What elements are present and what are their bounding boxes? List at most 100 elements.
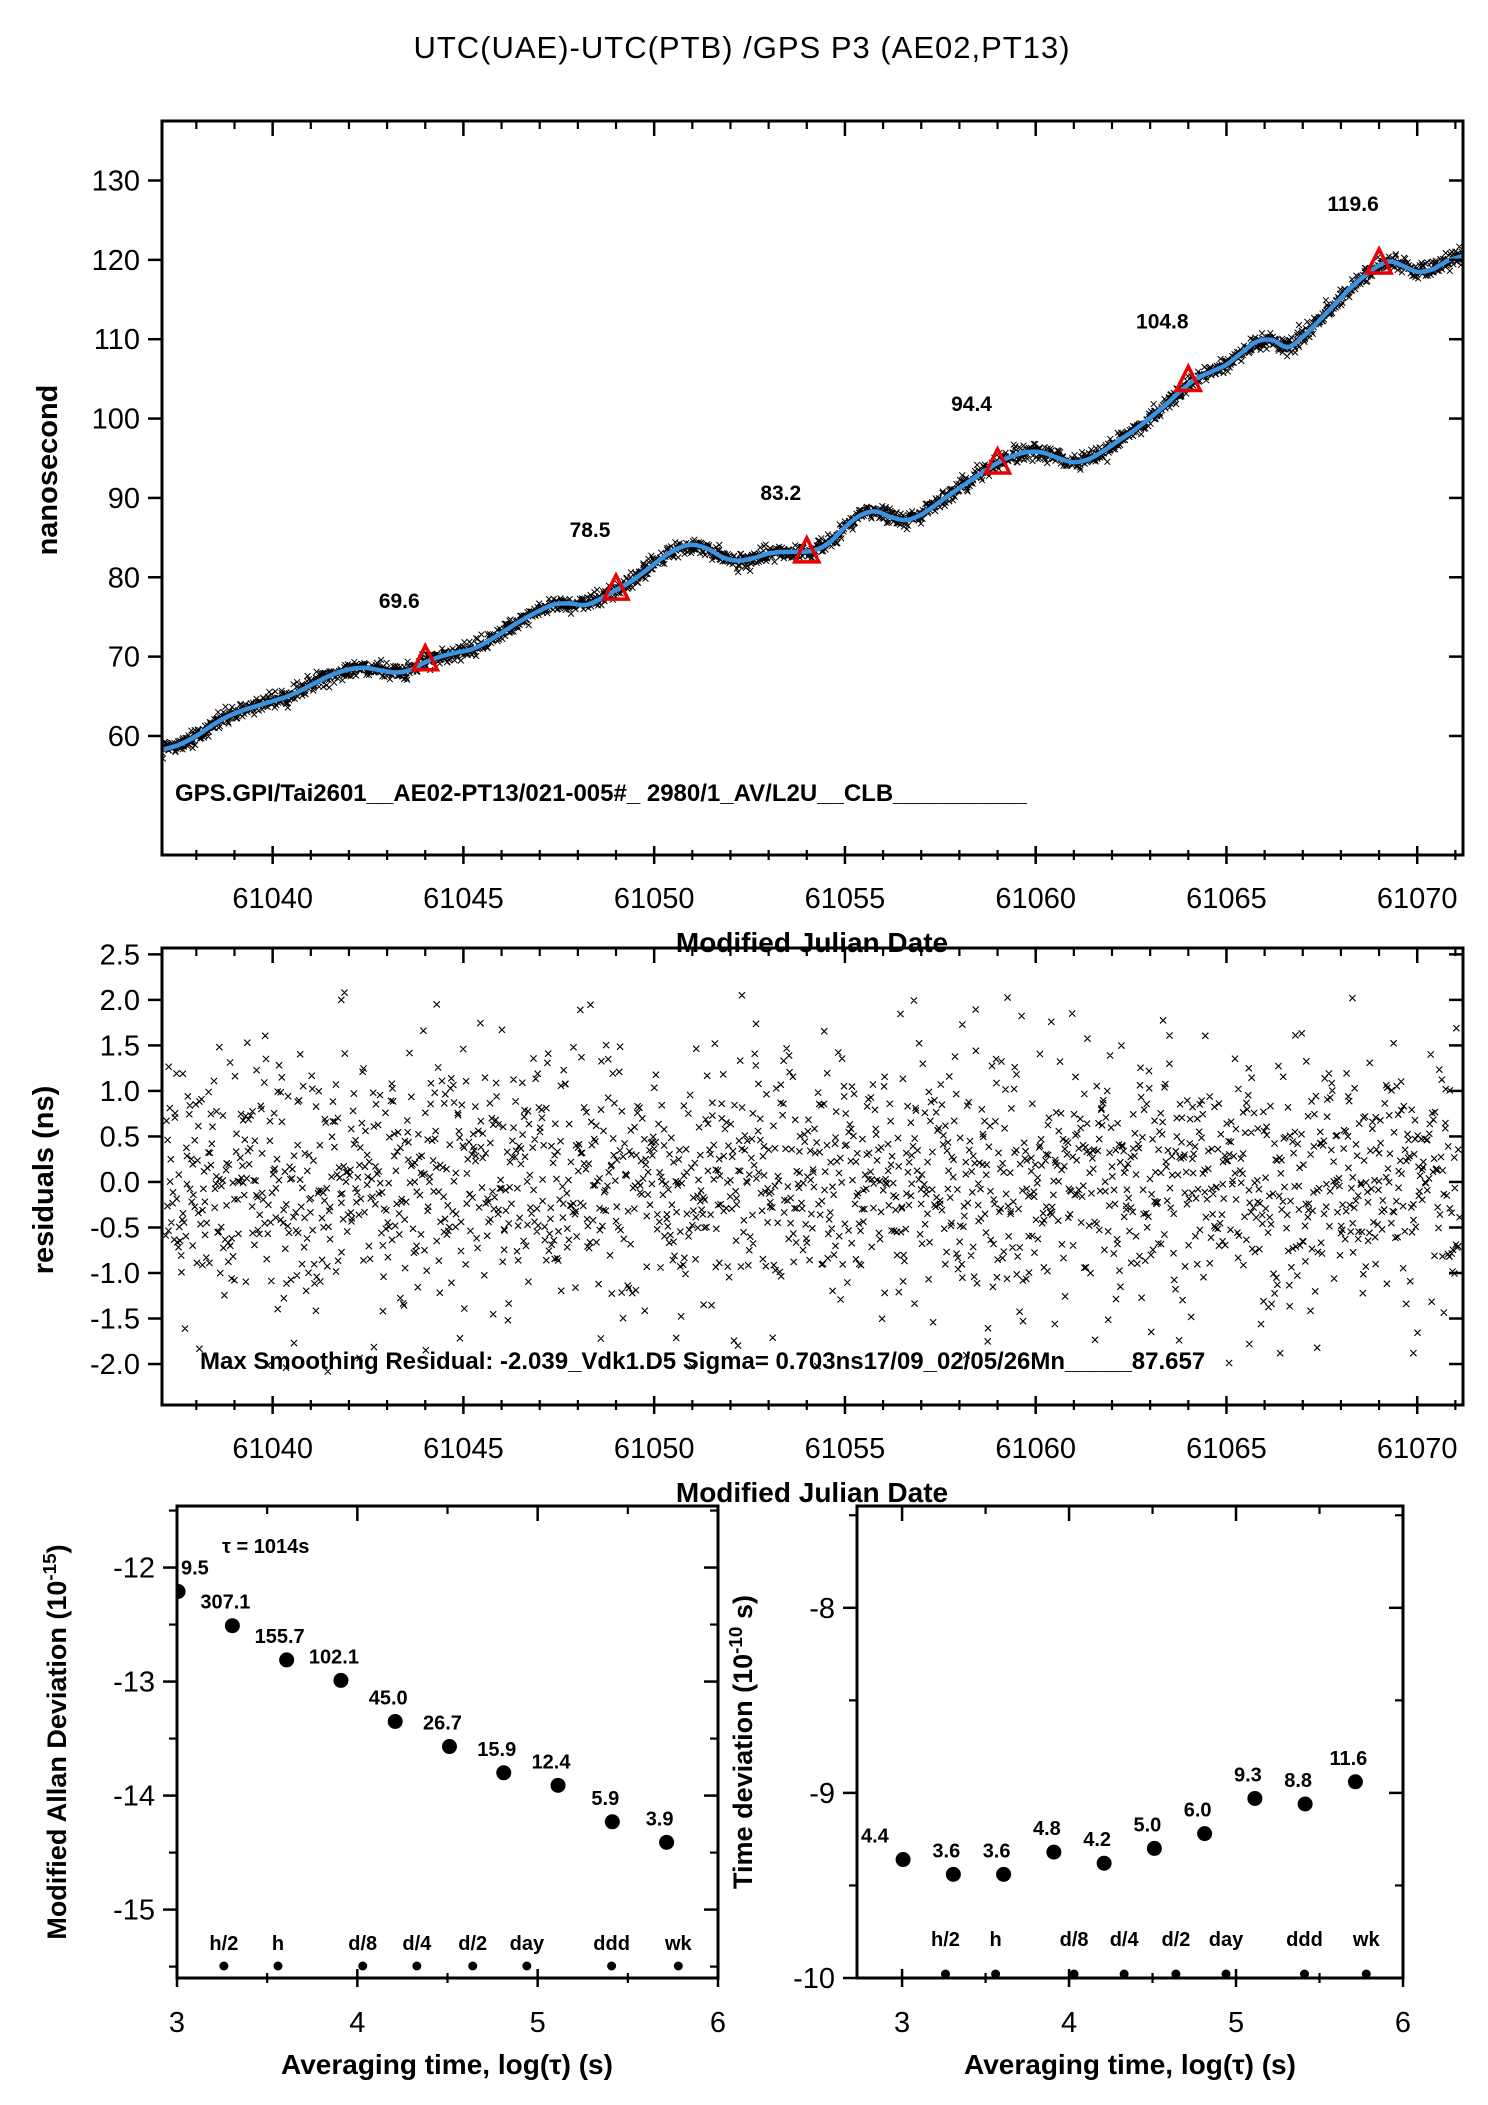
mdev-point-label: 9.5	[181, 1558, 209, 1580]
mdev-y-axis-title: Modified Allan Deviation (10-15)	[40, 1544, 72, 1939]
mdev-time-marker-label: d/8	[348, 1933, 377, 1955]
mdev-time-marker-dot	[219, 1961, 229, 1971]
tdev-x-axis-title: Averaging time, log(τ) (s)	[964, 2049, 1296, 2080]
phase-scatter-points	[162, 243, 1463, 762]
mdev-point	[496, 1765, 512, 1781]
tdev-point-label: 5.0	[1133, 1814, 1161, 1836]
mdev-time-marker-label: h/2	[209, 1933, 238, 1955]
residuals-frame	[160, 946, 1465, 1407]
figure-title: UTC(UAE)-UTC(PTB) /GPS P3 (AE02,PT13)	[413, 30, 1070, 65]
tdev-point-label: 4.4	[861, 1826, 890, 1848]
tdev-data-layer	[895, 1774, 1363, 1882]
tdev-x-tick-label: 4	[1061, 2007, 1077, 2039]
tdev-time-marker-dot	[1361, 1969, 1371, 1979]
tdev-point-label: 11.6	[1329, 1748, 1367, 1770]
residuals-x-tick-label: 61060	[995, 1433, 1076, 1465]
residuals-y-tick-label: -1.0	[90, 1258, 140, 1290]
mdev-y-tick-label: -14	[113, 1781, 155, 1813]
mdev-x-tick-label: 6	[710, 2007, 726, 2039]
residuals-data-layer	[162, 989, 1463, 1375]
tdev-time-marker-dot	[1221, 1969, 1231, 1979]
tdev-point	[945, 1866, 961, 1882]
residuals-x-tick-label: 61050	[614, 1433, 695, 1465]
tdev-time-marker-label: day	[1209, 1929, 1244, 1951]
calibration-triangle	[410, 641, 441, 672]
tdev-point-label: 9.3	[1234, 1764, 1262, 1786]
phase-x-tick-label: 61055	[805, 883, 886, 915]
residuals-y-tick-label: -0.5	[90, 1212, 140, 1244]
mdev-time-marker-dot	[607, 1961, 617, 1971]
residuals-chart: 61040 61045 61050 61055 61060 61065 61070 -2.0 -…	[90, 939, 1465, 1465]
tdev-point-label: 4.8	[1033, 1818, 1061, 1840]
tdev-chart: 4.4 3.6 3.6 4.8 4.2 5.0 6.0 9.3 8.8 11.6 h/2 h d/8 d/…	[793, 1504, 1411, 2039]
mdev-point-label: 26.7	[423, 1713, 462, 1735]
residuals-y-tick-label: 0.5	[100, 1121, 140, 1153]
mdev-point	[604, 1814, 620, 1830]
mdev-x-tick-label: 4	[349, 2007, 365, 2039]
mdev-point	[659, 1834, 675, 1850]
phase-x-tick-label: 61065	[1186, 883, 1267, 915]
phase-smoothed-line	[162, 253, 1463, 752]
mdev-point-label: 15.9	[477, 1739, 516, 1761]
mdev-y-tick-label: -13	[113, 1667, 155, 1699]
residuals-y-tick-label: 1.0	[100, 1076, 140, 1108]
phase-data-layer	[162, 243, 1463, 762]
mdev-point	[224, 1618, 240, 1634]
mdev-x-tick-label: 5	[530, 2007, 546, 2039]
phase-y-tick-label: 120	[92, 245, 140, 277]
mdev-time-marker-label: wk	[664, 1933, 693, 1955]
residuals-y-tick-label: 0.0	[100, 1167, 140, 1199]
phase-y-tick-label: 70	[108, 642, 140, 674]
tdev-y-axis-title: Time deviation (10-10 s)	[726, 1595, 758, 1889]
tdev-point-label: 4.2	[1083, 1829, 1111, 1851]
tdev-time-marker-label: d/4	[1110, 1929, 1140, 1951]
phase-frame	[160, 119, 1465, 857]
calibration-label: 78.5	[570, 519, 611, 542]
tdev-x-tick-label: 3	[894, 2007, 910, 2039]
residuals-x-tick-label: 61055	[805, 1433, 886, 1465]
mdev-tau-note: τ = 1014s	[222, 1536, 309, 1558]
mdev-y-tick-label: -15	[113, 1895, 155, 1927]
residuals-x-tick-label: 61065	[1186, 1433, 1267, 1465]
mdev-time-marker-label: ddd	[593, 1933, 630, 1955]
phase-x-tick-label: 61070	[1377, 883, 1458, 915]
phase-y-tick-label: 60	[108, 721, 140, 753]
mdev-point	[550, 1777, 566, 1793]
tdev-y-title-exponent: -10	[726, 1627, 747, 1654]
mdev-time-marker-dot	[273, 1961, 283, 1971]
calibration-triangle	[1173, 362, 1204, 393]
tdev-time-marker-label: wk	[1352, 1929, 1381, 1951]
mdev-y-title-close: )	[42, 1544, 72, 1553]
mdev-time-marker-dot	[522, 1961, 532, 1971]
tdev-time-marker-label: ddd	[1286, 1929, 1323, 1951]
phase-y-tick-label: 130	[92, 166, 140, 198]
phase-y-axis-title: nanosecond	[32, 385, 64, 556]
mdev-time-marker-dot	[673, 1961, 683, 1971]
phase-chart: 69.6 78.5 83.2 94.4 104.8 119.6 61040 61045 6105…	[92, 119, 1465, 915]
phase-y-tick-label: 90	[108, 483, 140, 515]
tdev-time-marker-dot	[1171, 1969, 1181, 1979]
mdev-point-label: 307.1	[200, 1592, 250, 1614]
tdev-point	[1197, 1826, 1213, 1842]
calibration-triangle	[601, 571, 631, 601]
calibration-label: 104.8	[1136, 310, 1189, 333]
mdev-point	[387, 1713, 403, 1729]
charts-layer: 69.6 78.5 83.2 94.4 104.8 119.6 61040 61045 6105…	[90, 119, 1465, 2039]
mdev-time-marker-dot	[468, 1961, 478, 1971]
calibration-label: 94.4	[951, 393, 992, 416]
phase-y-tick-label: 100	[92, 404, 140, 436]
tdev-y-tick-label: -8	[809, 1593, 835, 1625]
calibration-triangle	[791, 533, 822, 564]
residuals-annotation: Max Smoothing Residual: -2.039_Vdk1.D5 S…	[200, 1348, 1205, 1375]
residuals-y-tick-label: 2.5	[100, 939, 140, 971]
tdev-time-marker-label: h	[989, 1929, 1001, 1951]
residuals-x-tick-label: 61070	[1377, 1433, 1458, 1465]
mdev-x-tick-label: 3	[169, 2007, 185, 2039]
tdev-time-marker-dot	[1119, 1969, 1129, 1979]
tdev-time-marker-dot	[991, 1969, 1001, 1979]
tdev-x-tick-label: 6	[1395, 2007, 1411, 2039]
tdev-point	[996, 1866, 1012, 1882]
